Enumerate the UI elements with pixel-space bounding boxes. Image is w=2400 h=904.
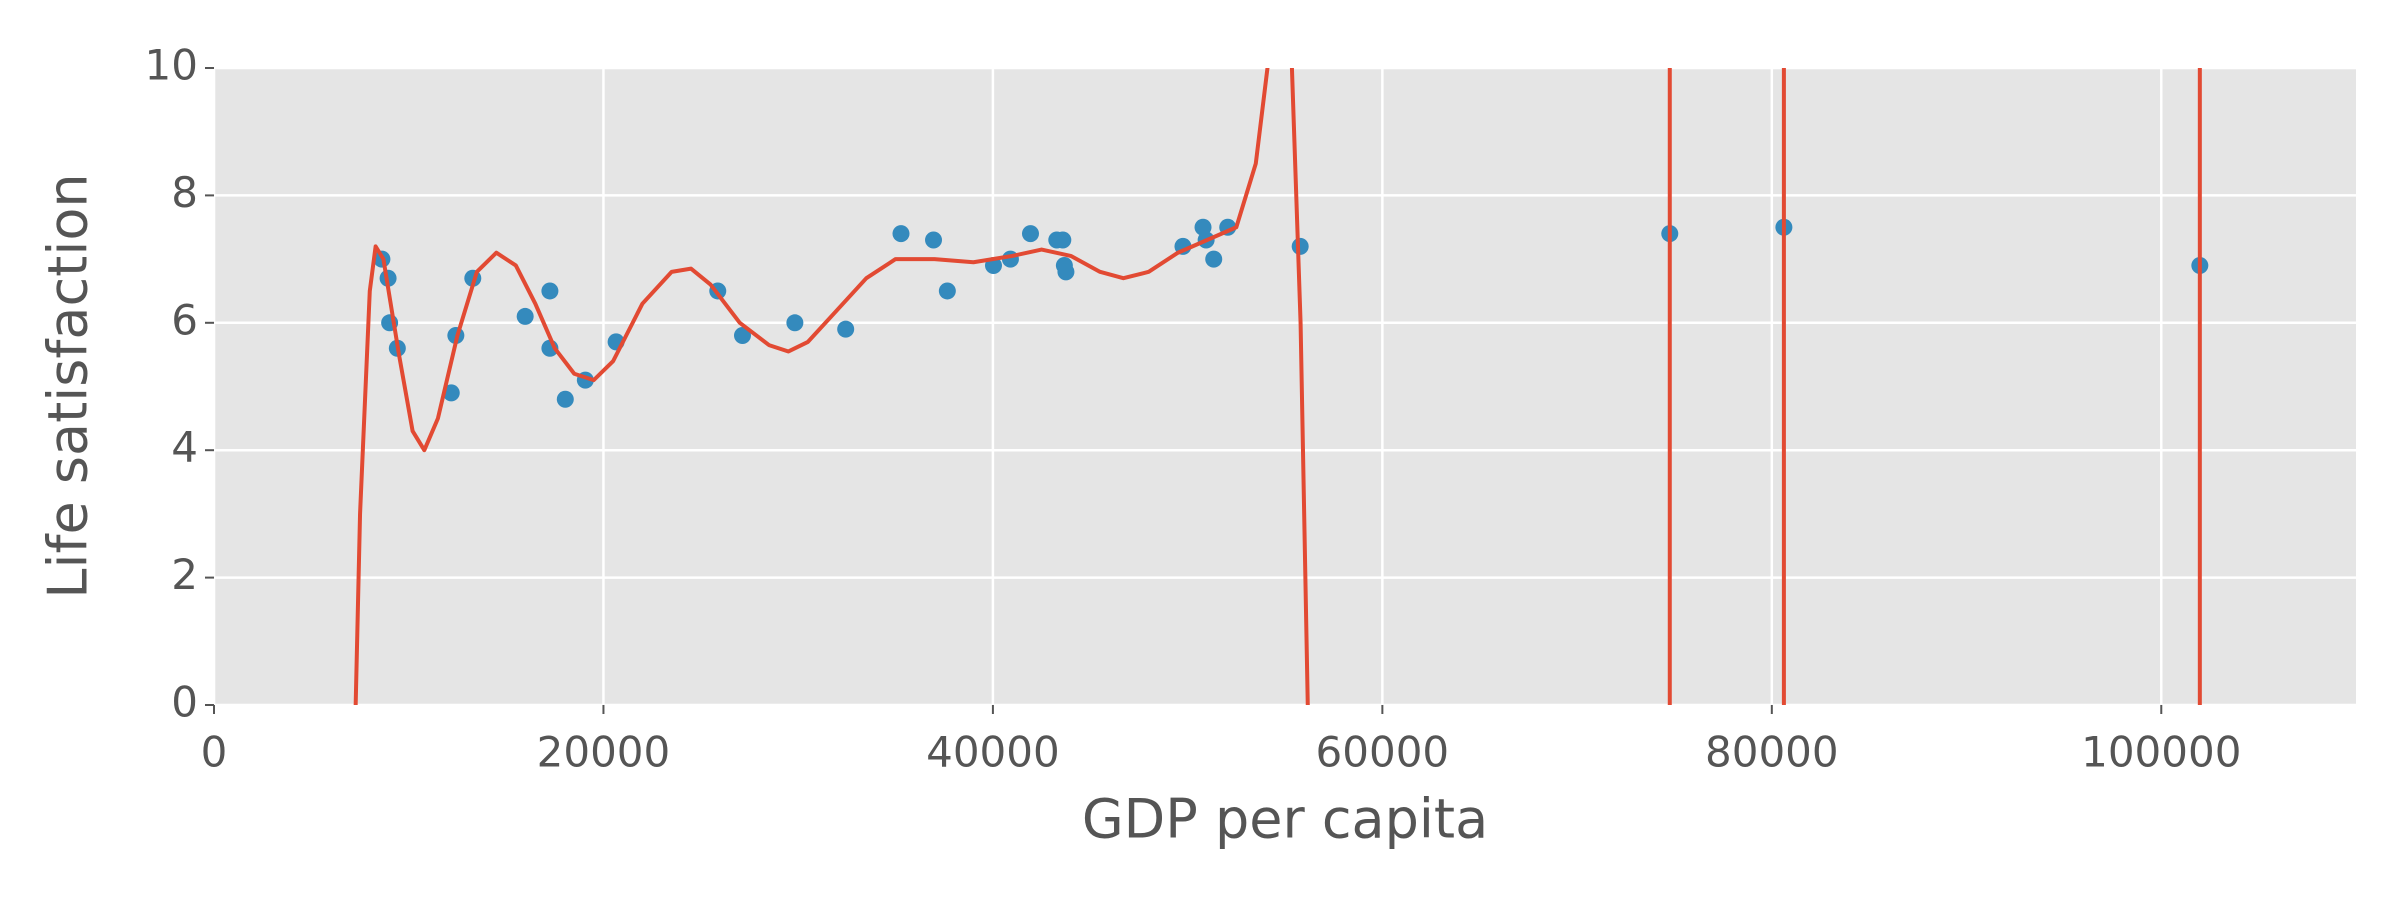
x-tick-label: 20000	[537, 728, 671, 777]
data-point	[938, 282, 956, 300]
data-point	[1194, 218, 1212, 236]
x-tick-label: 80000	[1705, 728, 1839, 777]
x-tick-label: 60000	[1316, 728, 1450, 777]
y-tick-label: 2	[171, 550, 198, 599]
y-tick-label: 8	[171, 168, 198, 217]
x-tick-label: 100000	[2081, 728, 2241, 777]
x-tick-label: 40000	[926, 728, 1060, 777]
data-point	[1205, 250, 1223, 268]
data-point	[733, 327, 751, 345]
data-point	[925, 231, 943, 249]
y-tick-label: 10	[145, 41, 198, 90]
data-point	[442, 384, 460, 402]
data-point	[892, 225, 910, 243]
y-tick-label: 6	[171, 295, 198, 344]
x-tick-label: 0	[201, 728, 228, 777]
data-point	[1291, 237, 1309, 255]
x-axis-label: GDP per capita	[1082, 788, 1488, 851]
plot-area	[214, 68, 2356, 705]
data-point	[541, 282, 559, 300]
y-tick-label: 4	[171, 423, 198, 472]
y-axis-label: Life satisfaction	[37, 173, 100, 598]
data-point	[786, 314, 804, 332]
grid	[212, 66, 2356, 707]
fit-line	[353, 68, 2202, 705]
plot-marks	[353, 68, 2209, 705]
data-point	[837, 320, 855, 338]
data-point	[1021, 225, 1039, 243]
data-point	[556, 390, 574, 408]
data-point	[1057, 263, 1075, 281]
data-point	[1054, 231, 1072, 249]
data-point	[516, 307, 534, 325]
y-tick-label: 0	[171, 678, 198, 727]
